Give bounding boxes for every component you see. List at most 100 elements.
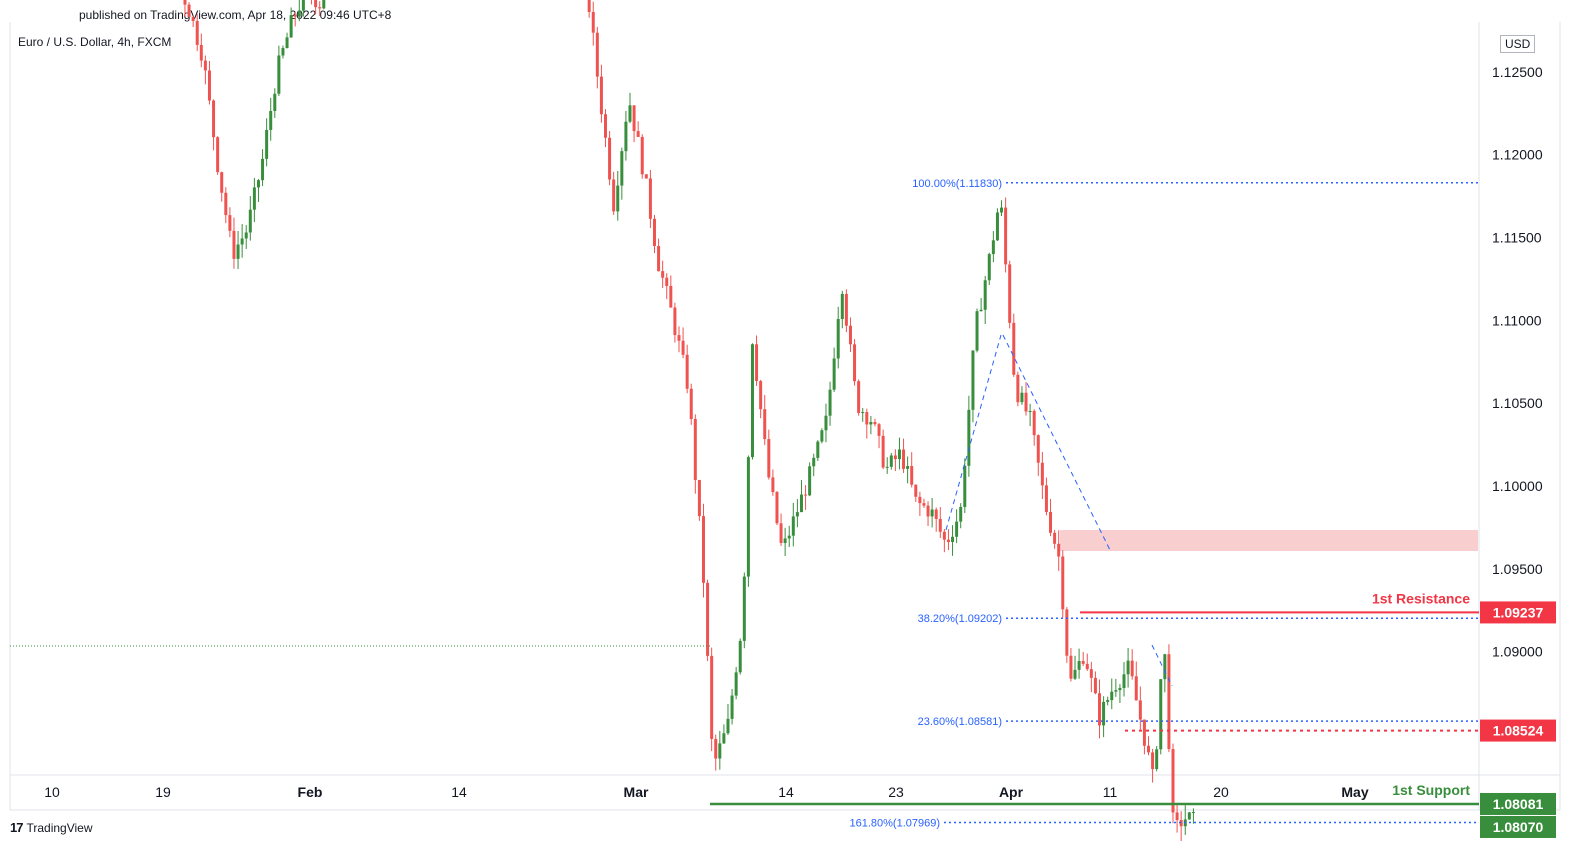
candle-body [661, 271, 665, 278]
candle-body [677, 335, 681, 341]
candle-body [889, 455, 893, 467]
candle-body [322, 0, 326, 9]
candle-body [938, 518, 942, 532]
price-tag [1480, 815, 1556, 838]
candle-body [685, 354, 689, 389]
y-tick-label: 1.09500 [1492, 561, 1543, 577]
y-tick-label: 1.10000 [1492, 478, 1543, 494]
support-label: 1st Support [1392, 782, 1470, 798]
candle-body [207, 70, 211, 101]
candle-body [1134, 676, 1138, 701]
candle-body [1020, 392, 1024, 403]
candle-body [673, 307, 677, 336]
candle-body [1024, 392, 1028, 412]
candle-body [832, 358, 836, 390]
candle-body [742, 576, 746, 641]
y-tick-label: 1.12000 [1492, 147, 1543, 163]
candle-body [730, 695, 734, 719]
candle-body [975, 311, 979, 351]
candle-body [1081, 661, 1085, 664]
tradingview-logo-icon: 17 [10, 820, 24, 835]
candle-body [844, 293, 848, 326]
time-axis[interactable]: 10 19 Feb 14 Mar 14 23 Apr 11 20 May [44, 784, 1369, 800]
chart-frame [9, 22, 1561, 811]
candle-body [738, 640, 742, 673]
price-axis[interactable]: 1.12500 1.12000 1.11500 1.11000 1.10500 1.100… [1492, 64, 1543, 743]
price-tag [1480, 792, 1556, 815]
candle-body [746, 457, 750, 577]
candle-body [1159, 679, 1163, 750]
candle-body [1175, 812, 1179, 821]
candle-body [857, 381, 861, 413]
candle-body [1089, 669, 1093, 678]
candle-body [783, 538, 787, 543]
candle-body [877, 424, 881, 436]
candle-body [1147, 745, 1151, 753]
candle-body [640, 136, 644, 175]
candle-body [820, 430, 824, 442]
candle-body [1187, 812, 1191, 820]
candle-body [1106, 700, 1110, 702]
candle-body [652, 218, 656, 246]
tradingview-brand[interactable]: 17 TradingView [10, 820, 93, 835]
price-levels: 1st Resistance 1st Support 1.09237 1.08524 1… [710, 590, 1556, 838]
candle-body [1004, 207, 1008, 265]
candle-body [1179, 820, 1183, 827]
candle-body [934, 509, 938, 519]
candle-body [946, 539, 950, 543]
candle-body [710, 655, 714, 739]
x-tick-label: Mar [624, 784, 649, 800]
candle-body [657, 245, 661, 272]
candle-body [240, 238, 244, 245]
y-tick-label: 1.11500 [1492, 229, 1542, 245]
candle-body [595, 32, 599, 77]
candle-body [244, 232, 248, 239]
candle-body [914, 484, 918, 497]
candle-body [1126, 660, 1130, 675]
candle-body [759, 381, 763, 410]
candle-body [967, 409, 971, 466]
candle-body [228, 215, 232, 231]
candle-body [893, 455, 897, 460]
symbol-title: Euro / U.S. Dollar, 4h, FXCM [18, 35, 172, 49]
x-tick-label: 10 [44, 784, 60, 800]
candle-body [628, 105, 632, 122]
candle-body [840, 293, 844, 320]
candle-body [897, 449, 901, 460]
candle-body [248, 209, 252, 233]
candle-body [648, 178, 652, 219]
candle-body [624, 121, 628, 152]
candle-body [277, 55, 281, 94]
candle-body [1061, 556, 1065, 610]
resistance-label: 1st Resistance [1372, 590, 1470, 606]
candle-body [697, 479, 701, 517]
x-tick-label: Feb [298, 784, 323, 800]
candle-body [669, 285, 673, 308]
candle-body [808, 466, 812, 496]
resistance-zone [1060, 530, 1478, 551]
candle-body [1012, 322, 1016, 375]
candle-body [1151, 752, 1155, 770]
candle-body [861, 412, 865, 414]
candle-body [1057, 543, 1061, 557]
brand-label: TradingView [26, 820, 93, 835]
candle-body [183, 0, 187, 5]
candle-body [203, 60, 207, 71]
candle-body [865, 412, 869, 425]
candle-body [665, 277, 669, 286]
candle-body [918, 496, 922, 504]
candle-body [693, 419, 697, 480]
candle-body [791, 516, 795, 536]
candle-body [718, 743, 722, 759]
candle-body [1171, 749, 1175, 813]
candle-body [297, 10, 301, 17]
candle-body [750, 344, 754, 458]
candle-body [795, 512, 799, 517]
currency-label[interactable]: USD [1500, 35, 1536, 53]
candle-body [644, 174, 648, 179]
candle-body [191, 17, 195, 22]
price-tag [1480, 601, 1556, 624]
candle-body [289, 15, 293, 38]
candle-body [587, 0, 591, 13]
